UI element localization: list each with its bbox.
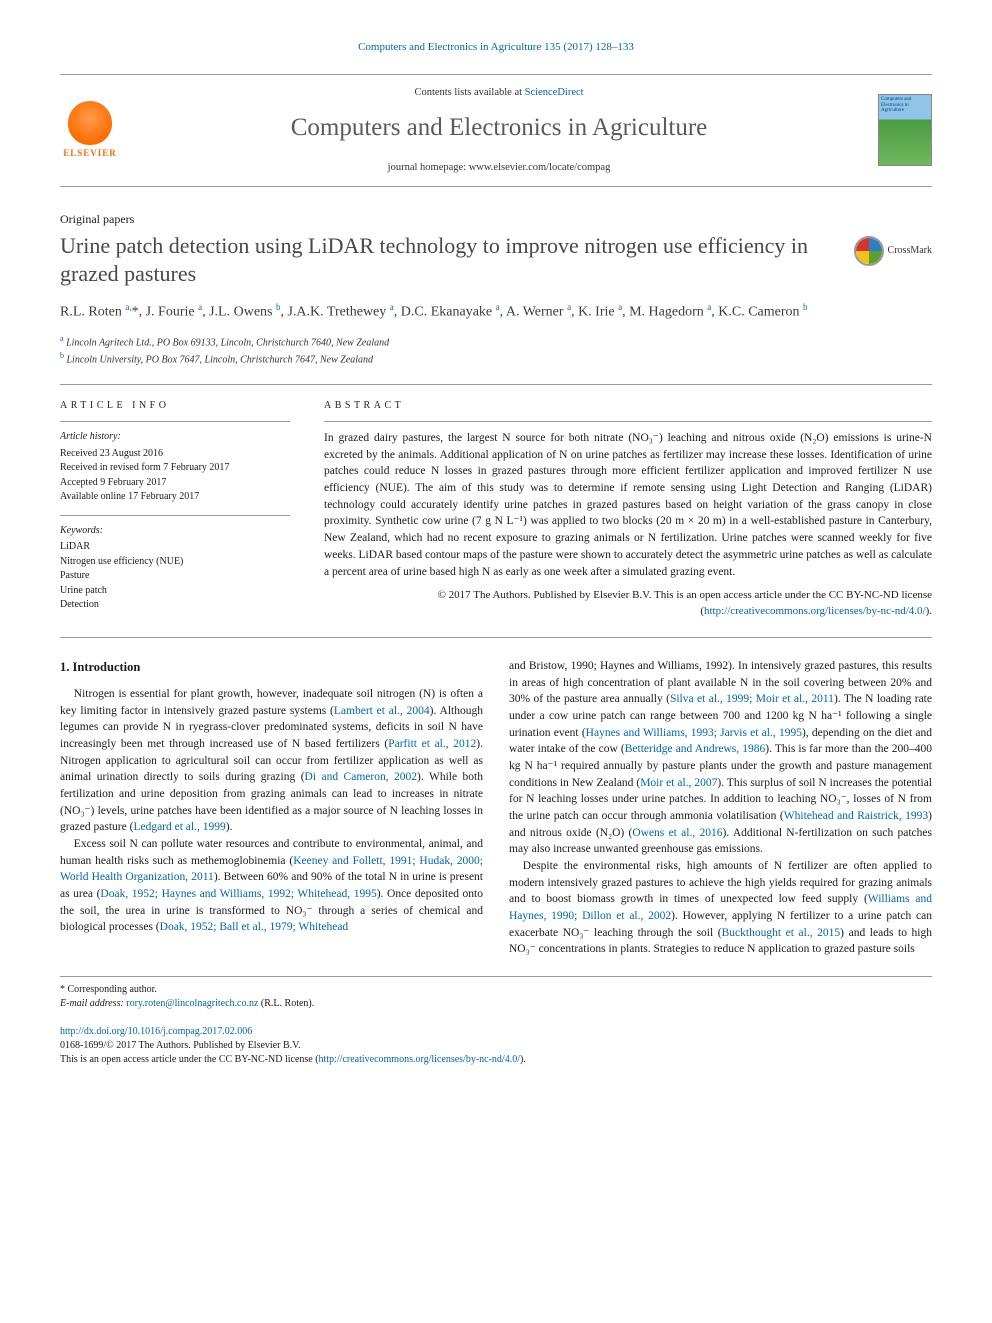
divider xyxy=(60,384,932,385)
article-info: ARTICLE INFO Article history: Received 2… xyxy=(60,399,290,619)
history-list: Received 23 August 2016Received in revis… xyxy=(60,447,290,505)
homepage-prefix: journal homepage: xyxy=(388,162,469,173)
info-abstract-row: ARTICLE INFO Article history: Received 2… xyxy=(60,399,932,619)
journal-homepage: journal homepage: www.elsevier.com/locat… xyxy=(120,160,878,175)
footer: http://dx.doi.org/10.1016/j.compag.2017.… xyxy=(60,1025,932,1067)
intro-p3: Despite the environmental risks, high am… xyxy=(509,858,932,958)
contents-line: Contents lists available at ScienceDirec… xyxy=(120,85,878,100)
abstract-body: In grazed dairy pastures, the largest N … xyxy=(324,430,932,580)
elsevier-logo: ELSEVIER xyxy=(60,101,120,160)
intro-p2c: and Bristow, 1990; Haynes and Williams, … xyxy=(509,658,932,858)
affiliations: a Lincoln Agritech Ltd., PO Box 69133, L… xyxy=(60,333,932,368)
article-title: Urine patch detection using LiDAR techno… xyxy=(60,232,932,287)
body-text: 1. Introduction Nitrogen is essential fo… xyxy=(60,658,932,958)
intro-p1: Nitrogen is essential for plant growth, … xyxy=(60,686,483,836)
license-line: This is an open access article under the… xyxy=(60,1053,932,1067)
sciencedirect-link[interactable]: ScienceDirect xyxy=(525,87,584,98)
crossmark[interactable]: CrossMark xyxy=(854,236,932,266)
article-title-text: Urine patch detection using LiDAR techno… xyxy=(60,233,808,286)
license-close: ). xyxy=(520,1054,526,1065)
abstract-rule xyxy=(324,421,932,422)
elsevier-tree-icon xyxy=(68,101,112,145)
email-link[interactable]: rory.roten@lincolnagritech.co.nz xyxy=(126,998,258,1009)
license-link[interactable]: http://creativecommons.org/licenses/by-n… xyxy=(704,605,926,617)
journal-cover-thumbnail: Computers and Electronics in Agriculture xyxy=(878,94,932,166)
email-line: E-mail address: rory.roten@lincolnagrite… xyxy=(60,997,932,1011)
crossmark-label: CrossMark xyxy=(888,245,932,258)
email-suffix: (R.L. Roten). xyxy=(258,998,314,1009)
corresponding-author: * Corresponding author. xyxy=(60,983,932,997)
doi-link[interactable]: http://dx.doi.org/10.1016/j.compag.2017.… xyxy=(60,1026,252,1037)
footer-license-link[interactable]: http://creativecommons.org/licenses/by-n… xyxy=(319,1054,520,1065)
journal-title: Computers and Electronics in Agriculture xyxy=(120,110,878,146)
keywords-list: LiDARNitrogen use efficiency (NUE)Pastur… xyxy=(60,540,290,613)
homepage-url[interactable]: www.elsevier.com/locate/compag xyxy=(469,162,611,173)
abstract-copyright: © 2017 The Authors. Published by Elsevie… xyxy=(324,588,932,619)
abstract: ABSTRACT In grazed dairy pastures, the l… xyxy=(324,399,932,619)
issn-line: 0168-1699/© 2017 The Authors. Published … xyxy=(60,1039,932,1053)
cover-text: Computers and Electronics in Agriculture xyxy=(881,97,911,113)
info-heading: ARTICLE INFO xyxy=(60,399,290,414)
footnotes: * Corresponding author. E-mail address: … xyxy=(60,976,932,1011)
header-citation: Computers and Electronics in Agriculture… xyxy=(60,40,932,56)
email-label: E-mail address: xyxy=(60,998,126,1009)
elsevier-name: ELSEVIER xyxy=(60,147,120,160)
intro-p2: Excess soil N can pollute water resource… xyxy=(60,836,483,936)
divider-2 xyxy=(60,637,932,638)
intro-heading: 1. Introduction xyxy=(60,658,483,676)
contents-prefix: Contents lists available at xyxy=(414,87,524,98)
crossmark-icon xyxy=(854,236,884,266)
history-label: Article history: xyxy=(60,430,290,445)
journal-header: ELSEVIER Contents lists available at Sci… xyxy=(60,74,932,187)
info-rule-2 xyxy=(60,515,290,516)
info-rule xyxy=(60,421,290,422)
abstract-heading: ABSTRACT xyxy=(324,399,932,414)
section-label: Original papers xyxy=(60,211,932,228)
copyright-close: ). xyxy=(926,605,932,617)
authors: R.L. Roten a,*, J. Fourie a, J.L. Owens … xyxy=(60,301,932,323)
license-prefix: This is an open access article under the… xyxy=(60,1054,319,1065)
keywords-label: Keywords: xyxy=(60,524,290,539)
journal-center: Contents lists available at ScienceDirec… xyxy=(120,85,878,176)
